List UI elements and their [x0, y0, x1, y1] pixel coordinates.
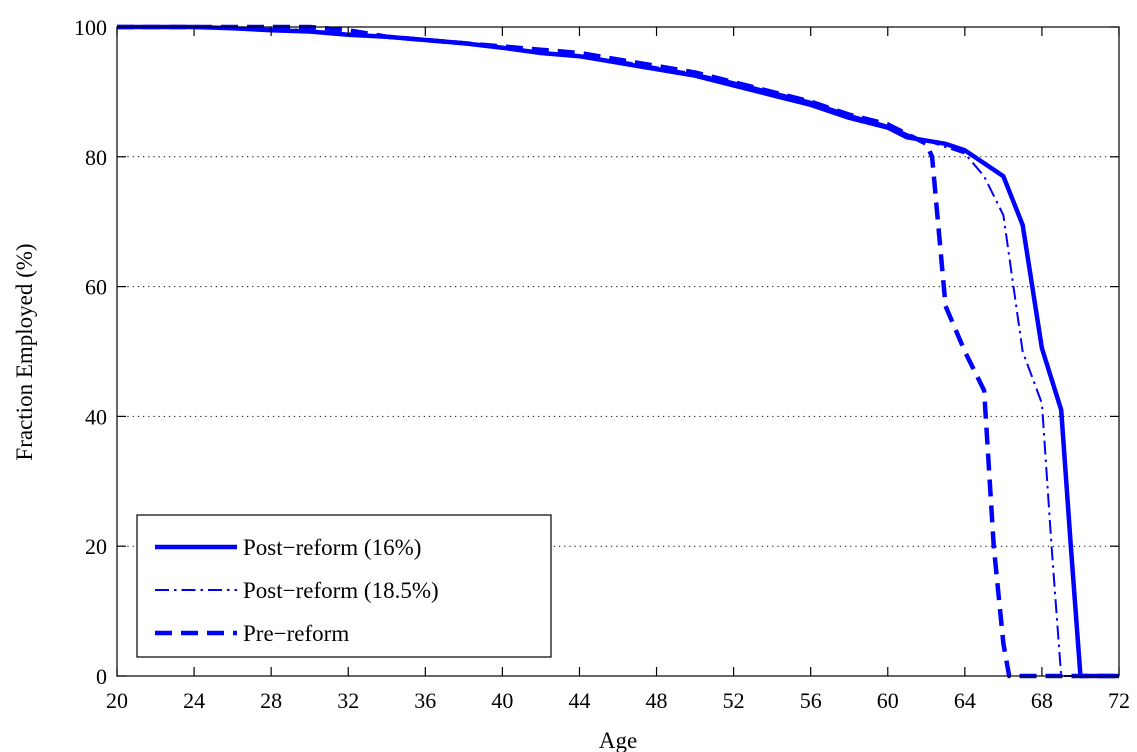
- y-tick-label: 0: [96, 664, 107, 689]
- x-tick-label: 40: [491, 688, 513, 713]
- x-tick-label: 20: [106, 688, 128, 713]
- legend-box: [136, 514, 552, 658]
- series-line-1: [117, 24, 1119, 679]
- y-tick-label: 80: [85, 145, 107, 170]
- x-tick-label: 52: [723, 688, 745, 713]
- x-tick-label: 28: [260, 688, 282, 713]
- y-tick-label: 20: [85, 534, 107, 559]
- x-tick-label: 44: [568, 688, 590, 713]
- x-tick-label: 24: [183, 688, 205, 713]
- x-tick-label: 68: [1031, 688, 1053, 713]
- y-tick-labels: 0 20 40 60 80 100: [74, 15, 107, 689]
- x-tick-label: 36: [414, 688, 436, 713]
- legend: Post−reform (16%) Post−reform (18.5%) Pre−…: [136, 514, 552, 658]
- legend-label-2: Post−reform (18.5%): [243, 578, 439, 603]
- y-tick-label: 100: [74, 15, 107, 40]
- x-axis-label: Age: [599, 728, 637, 752]
- y-tick-label: 40: [85, 404, 107, 429]
- x-tick-label: 56: [800, 688, 822, 713]
- axis-ticks: [116, 26, 1120, 677]
- x-tick-label: 48: [646, 688, 668, 713]
- y-axis-label: Fraction Employed (%): [12, 243, 37, 460]
- plot-frame: [116, 26, 1120, 677]
- x-tick-label: 32: [337, 688, 359, 713]
- y-tick-label: 60: [85, 275, 107, 300]
- x-tick-label: 72: [1108, 688, 1130, 713]
- x-tick-label: 64: [954, 688, 976, 713]
- legend-label-1: Post−reform (16%): [243, 535, 421, 560]
- legend-label-3: Pre−reform: [243, 621, 349, 646]
- x-tick-label: 60: [877, 688, 899, 713]
- series-line-3: [117, 24, 1119, 679]
- x-tick-labels: 20 24 28 32 36 40 44 48 52 56 60 64 68 72: [106, 688, 1130, 713]
